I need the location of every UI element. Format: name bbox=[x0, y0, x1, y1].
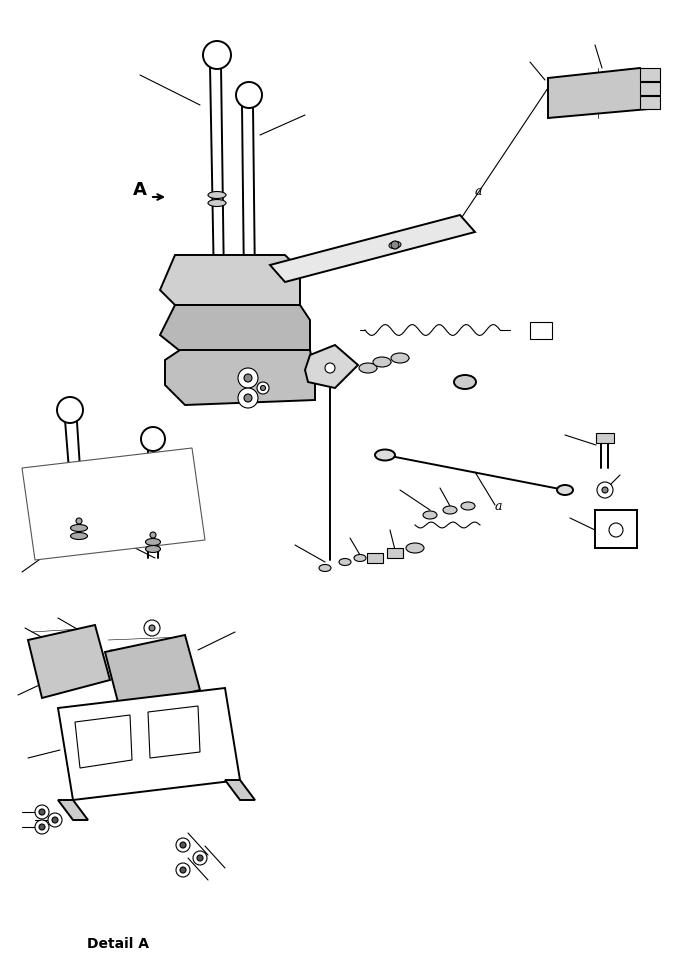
Circle shape bbox=[609, 523, 623, 537]
Circle shape bbox=[244, 394, 252, 402]
Circle shape bbox=[197, 855, 203, 861]
Ellipse shape bbox=[391, 353, 409, 363]
Bar bbox=[640, 68, 660, 81]
Circle shape bbox=[144, 620, 160, 636]
Ellipse shape bbox=[443, 506, 457, 514]
Circle shape bbox=[391, 241, 399, 249]
Circle shape bbox=[52, 817, 58, 823]
Bar bbox=[530, 322, 552, 339]
Polygon shape bbox=[160, 305, 310, 355]
Ellipse shape bbox=[208, 192, 226, 198]
Circle shape bbox=[57, 397, 83, 423]
Polygon shape bbox=[75, 715, 132, 768]
Polygon shape bbox=[22, 448, 205, 560]
Circle shape bbox=[325, 363, 335, 373]
Ellipse shape bbox=[208, 199, 226, 206]
Bar bbox=[640, 82, 660, 95]
Polygon shape bbox=[58, 800, 88, 820]
Circle shape bbox=[257, 382, 269, 394]
Circle shape bbox=[597, 482, 613, 498]
Text: A: A bbox=[133, 181, 147, 199]
Polygon shape bbox=[105, 635, 200, 710]
Text: c: c bbox=[533, 329, 538, 338]
Ellipse shape bbox=[454, 375, 476, 389]
Circle shape bbox=[236, 82, 262, 108]
Circle shape bbox=[180, 867, 186, 873]
Circle shape bbox=[35, 805, 49, 819]
Circle shape bbox=[238, 368, 258, 388]
Circle shape bbox=[149, 625, 155, 631]
Bar bbox=[387, 548, 403, 558]
Ellipse shape bbox=[71, 533, 88, 539]
Ellipse shape bbox=[319, 564, 331, 571]
Polygon shape bbox=[58, 688, 240, 800]
Ellipse shape bbox=[461, 502, 475, 510]
Circle shape bbox=[35, 820, 49, 834]
Ellipse shape bbox=[423, 511, 437, 519]
Polygon shape bbox=[548, 68, 660, 118]
Ellipse shape bbox=[359, 363, 377, 373]
Circle shape bbox=[39, 824, 45, 830]
Circle shape bbox=[180, 842, 186, 848]
Circle shape bbox=[203, 41, 231, 69]
Circle shape bbox=[260, 385, 266, 391]
Bar bbox=[640, 96, 660, 109]
Polygon shape bbox=[165, 350, 315, 405]
Circle shape bbox=[39, 809, 45, 815]
Bar bbox=[367, 553, 383, 563]
Bar bbox=[595, 510, 637, 548]
Circle shape bbox=[244, 374, 252, 382]
Circle shape bbox=[238, 388, 258, 408]
Ellipse shape bbox=[389, 242, 401, 248]
Ellipse shape bbox=[354, 555, 366, 561]
Polygon shape bbox=[270, 215, 475, 282]
Circle shape bbox=[176, 838, 190, 852]
Text: a: a bbox=[475, 185, 482, 198]
Ellipse shape bbox=[375, 450, 395, 460]
Ellipse shape bbox=[145, 545, 160, 553]
Polygon shape bbox=[305, 345, 358, 388]
Polygon shape bbox=[160, 255, 300, 305]
Circle shape bbox=[141, 427, 165, 451]
Text: a: a bbox=[495, 500, 503, 513]
Text: Detail A: Detail A bbox=[87, 937, 149, 951]
Ellipse shape bbox=[373, 357, 391, 367]
Polygon shape bbox=[225, 780, 255, 800]
Ellipse shape bbox=[71, 525, 88, 532]
Ellipse shape bbox=[406, 543, 424, 553]
Ellipse shape bbox=[557, 485, 573, 495]
Circle shape bbox=[602, 487, 608, 493]
Bar bbox=[596, 433, 614, 443]
Circle shape bbox=[48, 813, 62, 827]
Ellipse shape bbox=[339, 559, 351, 565]
Circle shape bbox=[176, 863, 190, 877]
Polygon shape bbox=[148, 706, 200, 758]
Ellipse shape bbox=[145, 538, 160, 545]
Polygon shape bbox=[28, 625, 110, 698]
Circle shape bbox=[150, 532, 156, 538]
Circle shape bbox=[193, 851, 207, 865]
Circle shape bbox=[76, 518, 82, 524]
